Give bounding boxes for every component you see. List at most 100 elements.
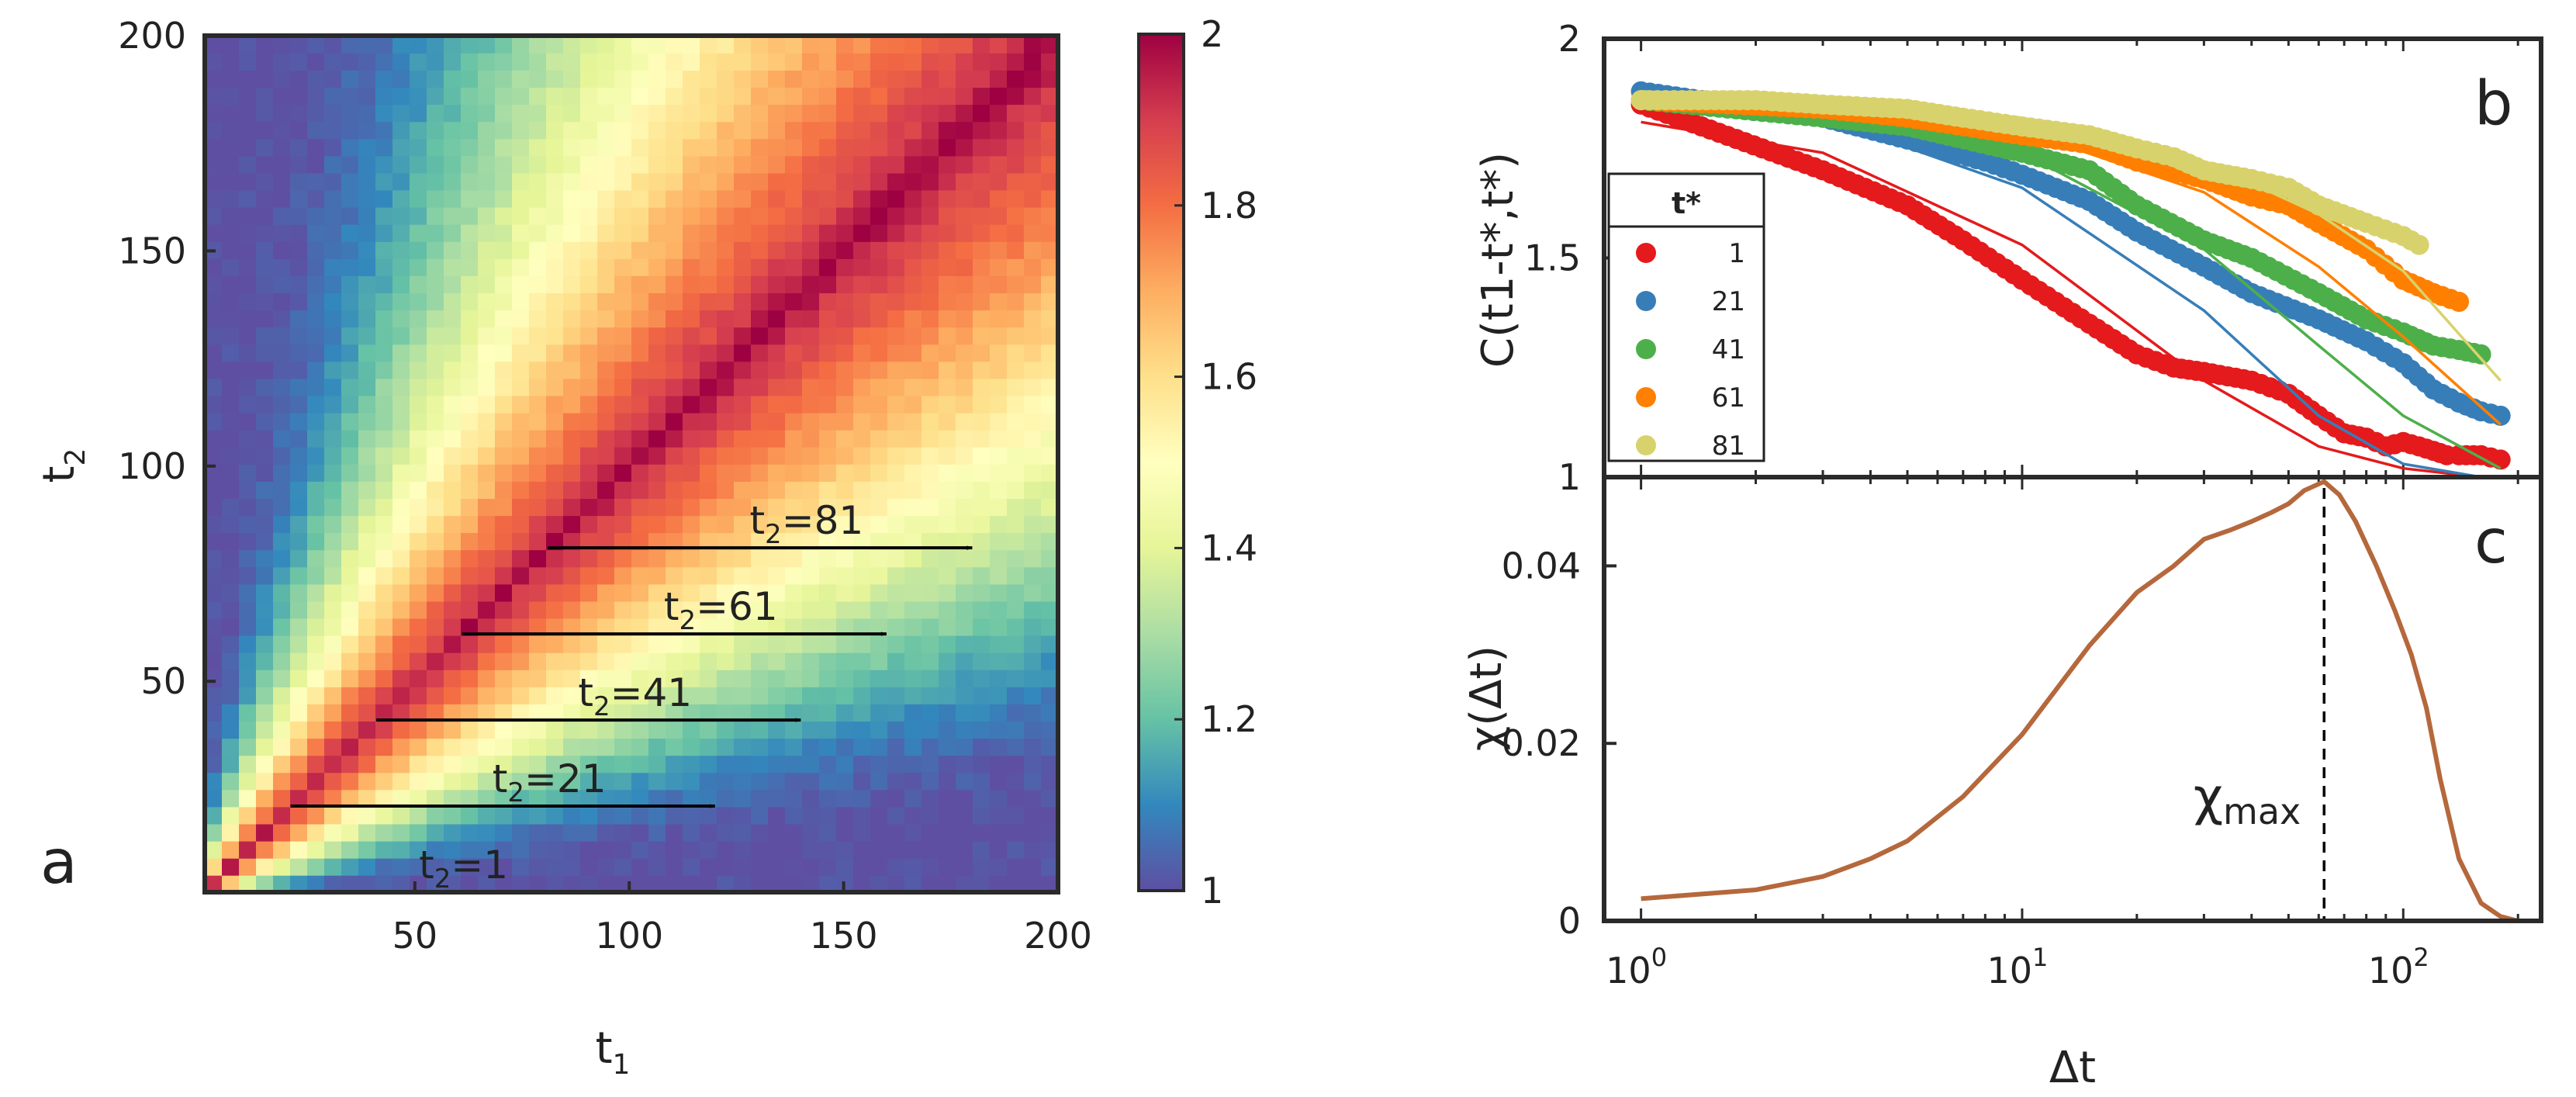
heatmap-cell [341,53,359,71]
heatmap-cell [870,206,888,225]
heatmap-cell [648,498,666,517]
heatmap-cell [461,532,479,551]
heatmap-cell [1041,344,1058,362]
heatmap-cell [478,275,496,293]
heatmap-cell [546,840,564,859]
heatmap-cell [819,670,837,687]
heatmap-cell [700,378,717,396]
heatmap-cell [307,566,325,585]
heatmap-cell [529,755,547,773]
heatmap-cell [819,36,837,54]
heatmap-cell [597,429,615,448]
heatmap-cell [785,87,803,106]
heatmap-cell [307,687,325,704]
heatmap-cell [700,429,717,448]
heatmap-cell [444,618,462,636]
heatmap-cell [256,275,274,293]
heatmap-cell [529,70,547,88]
heatmap-cell [887,618,905,636]
heatmap-cell [427,687,444,704]
heatmap-cell [444,344,462,362]
heatmap-cell [614,36,632,54]
heatmap-cell [324,618,342,636]
heatmap-cell [751,687,769,704]
heatmap-cell [819,566,837,585]
heatmap-cell [853,738,871,756]
heatmap-cell [819,464,837,482]
heatmap-cell [870,53,888,71]
heatmap-cell [956,36,973,54]
heatmap-cell [819,53,837,71]
heatmap-cell [853,172,871,191]
heatmap-cell [1041,481,1058,499]
heatmap-cell [580,36,598,54]
heatmap-cell [717,755,735,773]
heatmap-cell [904,172,922,191]
heatmap-cell [956,635,973,653]
heatmap-cell [990,583,1008,602]
heatmap-cell [444,310,462,328]
heatmap-cell [222,189,240,208]
heatmap-cell [427,155,444,174]
heatmap-cell [802,840,820,859]
heatmap-cell [802,532,820,551]
heatmap-cell [222,806,240,825]
heatmap-cell [580,53,598,71]
heatmap-cell [683,738,700,756]
heatmap-cell [205,206,223,225]
heatmap-cell [495,823,513,842]
y-tick-label: 2 [1558,18,1581,60]
heatmap-cell [666,789,683,808]
heatmap-cell [802,566,820,585]
heatmap-cell [1024,446,1042,465]
heatmap-cell [358,721,376,739]
heatmap-cell [990,87,1008,106]
heatmap-cell [205,600,223,619]
heatmap-cell [836,789,854,808]
heatmap-cell [666,583,683,602]
panel-c-ticks [1640,477,2519,921]
heatmap-cell [1007,532,1025,551]
heatmap-cell [734,515,752,534]
heatmap-cell [495,704,513,722]
heatmap-cell [819,223,837,242]
heatmap-cell [870,275,888,293]
heatmap-cell [495,53,513,71]
heatmap-cell [836,121,854,140]
heatmap-cell [717,241,735,259]
heatmap-cell [904,36,922,54]
heatmap-cell [546,172,564,191]
heatmap-cell [734,258,752,276]
heatmap-cell [444,704,462,722]
heatmap-cell [239,189,257,208]
heatmap-cell [580,583,598,602]
heatmap-cell [648,721,666,739]
heatmap-cell [239,823,257,842]
heatmap-cell [853,823,871,842]
heatmap-cell [273,772,291,791]
heatmap-cell [580,70,598,88]
heatmap-cell [478,806,496,825]
heatmap-cell [205,104,223,123]
heatmap-cell [904,772,922,791]
heatmap-cell [768,532,786,551]
heatmap-cell [410,292,427,311]
heatmap-cell [785,429,803,448]
heatmap-cell [307,583,325,602]
heatmap-cell [205,464,223,482]
heatmap-cell [836,823,854,842]
heatmap-cell [921,532,939,551]
heatmap-cell [529,395,547,414]
heatmap-cell [802,36,820,54]
heatmap-cell [734,70,752,88]
heatmap-cell [939,138,956,157]
heatmap-cell [461,652,479,670]
heatmap-cell [853,36,871,54]
heatmap-cell [290,310,308,328]
heatmap-cell [939,241,956,259]
heatmap-cell [358,874,376,892]
heatmap-cell [631,361,649,379]
heatmap-cell [939,566,956,585]
heatmap-cell [734,652,752,670]
